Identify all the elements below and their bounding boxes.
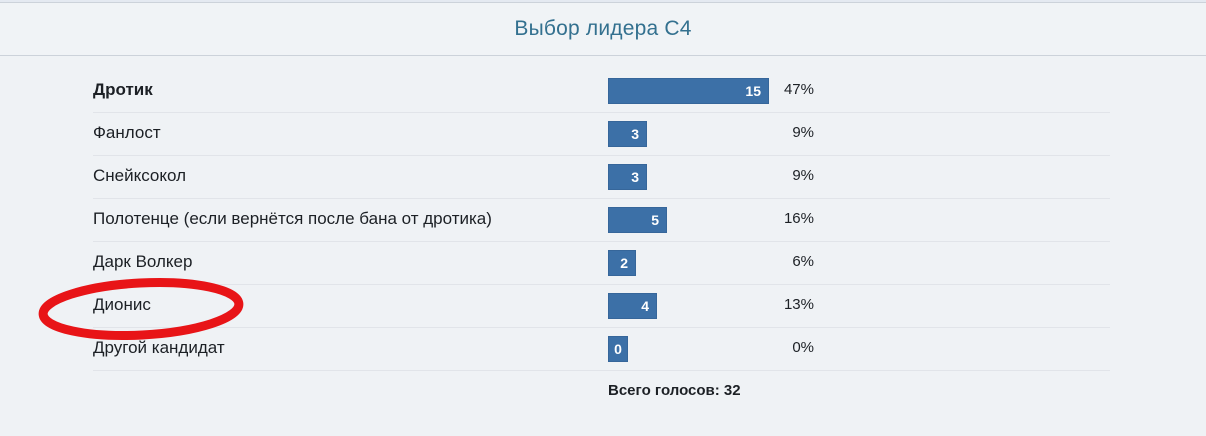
top-divider bbox=[0, 0, 1206, 3]
poll-option-row: Полотенце (если вернётся после бана от д… bbox=[93, 199, 1110, 242]
vote-bar: 4 bbox=[608, 293, 657, 319]
poll-option-row: Дарк Волкер 2 6% bbox=[93, 242, 1110, 285]
vote-bar: 0 bbox=[608, 336, 628, 362]
vote-bar: 3 bbox=[608, 164, 647, 190]
vote-bar: 3 bbox=[608, 121, 647, 147]
option-label: Фанлост bbox=[93, 123, 161, 142]
poll-results: Дротик 15 47% Фанлост 3 9% Снейксокол 3 … bbox=[0, 56, 1206, 399]
option-label: Снейксокол bbox=[93, 166, 187, 185]
vote-count: 2 bbox=[620, 255, 628, 271]
poll-header: Выбор лидера C4 bbox=[0, 3, 1206, 56]
vote-count: 3 bbox=[631, 169, 639, 185]
option-label: Дротик bbox=[93, 80, 153, 99]
vote-count: 4 bbox=[641, 298, 649, 314]
vote-bar: 15 bbox=[608, 78, 769, 104]
vote-count: 15 bbox=[745, 83, 761, 99]
vote-count: 0 bbox=[614, 341, 622, 357]
bar-cell: 5 bbox=[608, 199, 769, 241]
bar-cell: 0 bbox=[608, 328, 769, 370]
vote-percent: 16% bbox=[783, 210, 814, 227]
vote-count: 5 bbox=[651, 212, 659, 228]
bar-cell: 4 bbox=[608, 285, 769, 327]
poll-title: Выбор лидера C4 bbox=[514, 17, 692, 40]
bar-cell: 3 bbox=[608, 113, 769, 155]
total-votes-label: Всего голосов: 32 bbox=[608, 382, 741, 399]
vote-count: 3 bbox=[631, 126, 639, 142]
option-label: Полотенце (если вернётся после бана от д… bbox=[93, 209, 492, 228]
vote-percent: 13% bbox=[783, 296, 814, 313]
option-label: Другой кандидат bbox=[93, 338, 225, 357]
bar-cell: 15 bbox=[608, 70, 769, 112]
bar-cell: 2 bbox=[608, 242, 769, 284]
total-votes-row: Всего голосов: 32 bbox=[93, 371, 1110, 399]
poll-option-row: Дротик 15 47% bbox=[93, 70, 1110, 113]
poll-option-row: Фанлост 3 9% bbox=[93, 113, 1110, 156]
poll-option-row: Дионис 4 13% bbox=[93, 285, 1110, 328]
option-label: Дарк Волкер bbox=[93, 252, 193, 271]
vote-percent: 6% bbox=[792, 253, 814, 270]
vote-bar: 5 bbox=[608, 207, 667, 233]
vote-bar: 2 bbox=[608, 250, 636, 276]
vote-percent: 47% bbox=[783, 81, 814, 98]
vote-percent: 9% bbox=[792, 167, 814, 184]
poll-option-row: Снейксокол 3 9% bbox=[93, 156, 1110, 199]
vote-percent: 0% bbox=[792, 339, 814, 356]
poll-option-row: Другой кандидат 0 0% bbox=[93, 328, 1110, 371]
vote-percent: 9% bbox=[792, 124, 814, 141]
bar-cell: 3 bbox=[608, 156, 769, 198]
poll-options-list: Дротик 15 47% Фанлост 3 9% Снейксокол 3 … bbox=[93, 70, 1110, 371]
option-label: Дионис bbox=[93, 295, 151, 314]
